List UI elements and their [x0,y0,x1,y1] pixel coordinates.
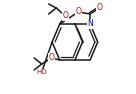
Text: O: O [75,8,81,17]
Text: O: O [62,11,68,20]
Text: O: O [97,3,103,13]
Text: O: O [48,53,54,63]
Text: HO: HO [36,69,47,75]
Text: N: N [87,19,93,28]
